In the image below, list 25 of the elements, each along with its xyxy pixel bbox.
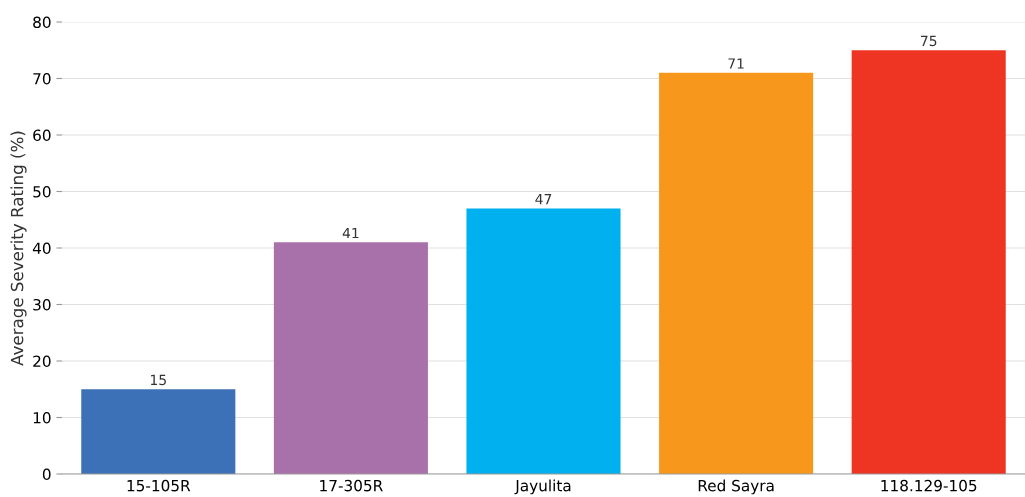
bar (851, 50, 1006, 474)
bar (273, 242, 428, 474)
x-tick-label: Jayulita (514, 479, 571, 495)
bar (466, 208, 621, 474)
y-tick-label: 30 (33, 298, 51, 311)
data-label: 71 (728, 58, 744, 69)
y-tick-label: 10 (33, 411, 51, 424)
y-axis-title: Average Severity Rating (%) (10, 131, 27, 366)
y-tick-label: 60 (33, 129, 51, 142)
x-tick-label: Red Sayra (698, 479, 774, 495)
data-label: 75 (921, 35, 937, 47)
y-tick-label: 0 (42, 468, 51, 481)
bar (659, 72, 814, 474)
data-label: 15 (150, 374, 166, 386)
y-tick-label: 50 (33, 185, 51, 198)
y-tick-label: 40 (32, 242, 51, 255)
x-tick-label: 17-305R (320, 479, 383, 492)
x-tick-label: 118.129-105 (881, 479, 977, 492)
y-tick-label: 70 (33, 72, 51, 85)
y-tick-label: 80 (33, 16, 51, 29)
data-label: 47 (535, 194, 552, 205)
y-tick-label: 20 (33, 355, 51, 368)
data-label: 41 (342, 227, 359, 239)
bar (81, 389, 236, 474)
x-tick-label: 15-105R (127, 479, 191, 492)
